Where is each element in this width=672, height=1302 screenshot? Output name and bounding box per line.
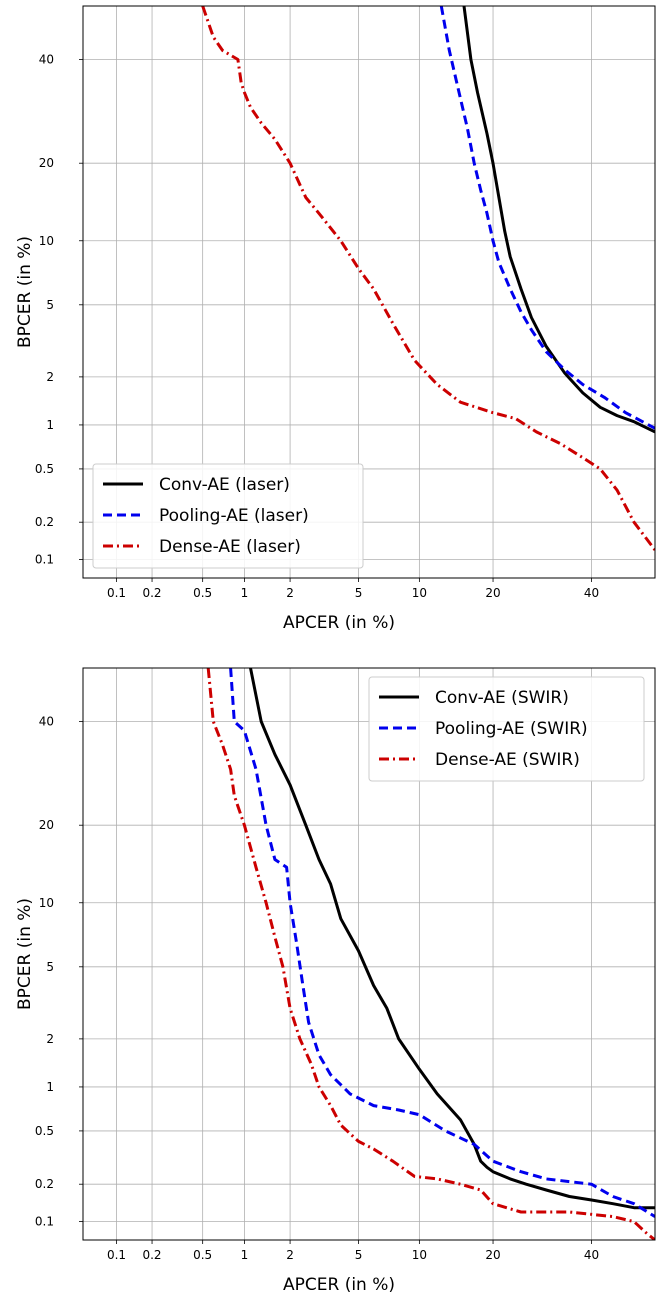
- series-line-2: [439, 6, 655, 430]
- x-tick-label: 2: [286, 1248, 294, 1262]
- y-tick-label: 2: [46, 1032, 54, 1046]
- y-tick-label: 40: [39, 715, 54, 729]
- series-group: [206, 668, 655, 1240]
- x-tick-label: 40: [584, 1248, 599, 1262]
- y-tick-label: 1: [46, 1080, 54, 1094]
- y-tick-label: 5: [46, 960, 54, 974]
- x-tick-label: 2: [286, 586, 294, 600]
- x-tick-label: 10: [412, 1248, 427, 1262]
- x-tick-label: 40: [584, 586, 599, 600]
- x-tick-label: 5: [355, 1248, 363, 1262]
- x-tick-label: 5: [355, 586, 363, 600]
- y-tick-label: 5: [46, 298, 54, 312]
- legend-label-3: Dense-AE (SWIR): [435, 750, 580, 770]
- chart-panel-2: 0.1 0.2 0.5 1 2 5 10 20 40 0.1 0.2 0.5 1 2 5 10 20 40 APCE…: [15, 667, 656, 1295]
- x-tick-label: 0.1: [107, 1248, 126, 1262]
- y-tick-label: 10: [39, 896, 54, 910]
- legend-label-2: Pooling-AE (SWIR): [435, 719, 588, 739]
- legend-label-1: Conv-AE (SWIR): [435, 688, 569, 708]
- legend: Conv-AE (laser) Pooling-AE (laser) Dense-A…: [92, 463, 364, 569]
- x-tick-label: 20: [485, 586, 500, 600]
- chart-panel-1: 0.1 0.2 0.5 1 2 5 10 20 40 0.1 0.2 0.5 1 2 5 10 20 40 APCE…: [15, 5, 656, 633]
- series-group: [201, 6, 655, 551]
- x-tick-label: 0.2: [142, 586, 161, 600]
- legend-label-3: Dense-AE (laser): [159, 537, 301, 557]
- legend-label-2: Pooling-AE (laser): [159, 506, 309, 526]
- y-tick-label: 1: [46, 418, 54, 432]
- y-tick-label: 0.5: [35, 1124, 54, 1138]
- legend-box: [92, 463, 364, 569]
- y-axis-label: BPCER (in %): [15, 236, 35, 348]
- y-axis-label: BPCER (in %): [15, 898, 35, 1010]
- y-tick-label: 20: [39, 818, 54, 832]
- legend-label-1: Conv-AE (laser): [159, 475, 290, 495]
- x-tick-label: 10: [412, 586, 427, 600]
- y-tick-label: 0.2: [35, 515, 54, 529]
- x-tick-label: 0.5: [193, 1248, 212, 1262]
- x-tick-label: 0.5: [193, 586, 212, 600]
- x-axis-label: APCER (in %): [283, 613, 395, 633]
- x-axis-label: APCER (in %): [283, 1275, 395, 1295]
- y-tick-label: 2: [46, 370, 54, 384]
- y-tick-label: 0.1: [35, 553, 54, 567]
- series-line-3: [201, 6, 655, 551]
- plot-frame: [82, 667, 656, 1241]
- y-tick-label: 0.1: [35, 1215, 54, 1229]
- x-tick-label: 20: [485, 1248, 500, 1262]
- series-line-1: [462, 6, 655, 434]
- plot-frame: [82, 5, 656, 579]
- x-tick-label: 0.2: [142, 1248, 161, 1262]
- legend-box: [368, 676, 645, 782]
- series-line-3: [206, 668, 655, 1240]
- y-tick-label: 40: [39, 53, 54, 67]
- y-tick-label: 0.5: [35, 462, 54, 476]
- series-line-2: [229, 668, 655, 1218]
- legend: Conv-AE (SWIR) Pooling-AE (SWIR) Dense-AE …: [368, 676, 645, 782]
- x-tick-label: 0.1: [107, 586, 126, 600]
- x-tick-label: 1: [241, 586, 249, 600]
- x-tick-label: 1: [241, 1248, 249, 1262]
- series-line-1: [249, 668, 655, 1210]
- y-tick-label: 0.2: [35, 1177, 54, 1191]
- y-tick-label: 10: [39, 234, 54, 248]
- y-tick-label: 20: [39, 156, 54, 170]
